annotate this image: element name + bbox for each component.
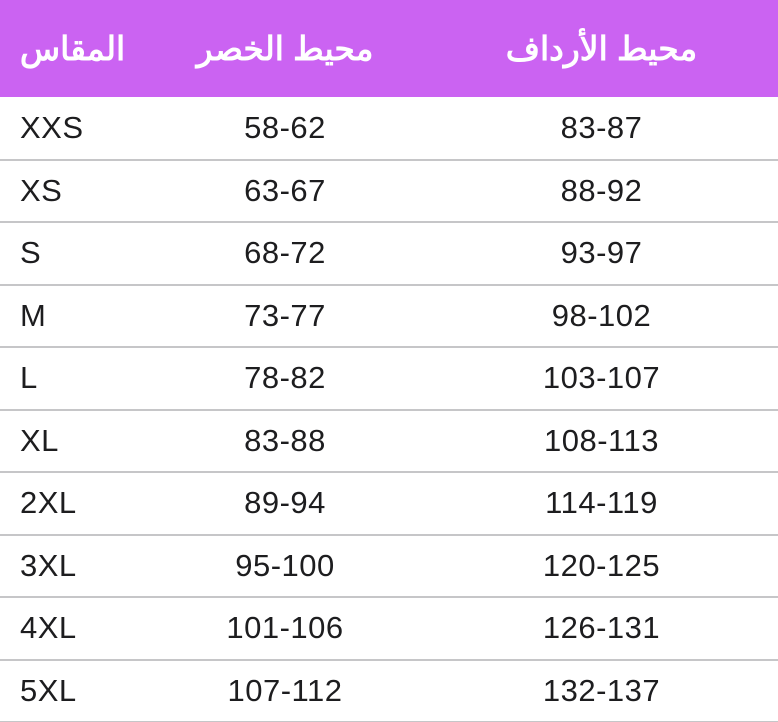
waist-cell: 63-67: [145, 158, 425, 222]
table-row: M 73-77 98-102: [0, 283, 778, 347]
table-row: 4XL 101-106 126-131: [0, 596, 778, 660]
waist-cell: 78-82: [145, 346, 425, 410]
column-header-size: المقاس: [0, 0, 145, 97]
size-cell: S: [0, 221, 145, 285]
hips-cell: 83-87: [560, 109, 643, 145]
waist-cell: 107-112: [145, 658, 425, 722]
size-cell: 3XL: [0, 533, 145, 597]
size-cell: XS: [0, 158, 145, 222]
column-header-waist: محيط الخصر: [145, 0, 425, 97]
waist-cell: 68-72: [145, 221, 425, 285]
hips-cell: 98-102: [425, 283, 778, 347]
table-header-row: المقاس محيط الخصر محيط الأرداف: [0, 0, 778, 97]
table-row: 2XL 89-94 114-119: [0, 471, 778, 535]
table-row: XL 83-88 108-113: [0, 408, 778, 472]
table-row: 5XL 107-112 132-137: [0, 658, 778, 722]
waist-cell: 101-106: [145, 596, 425, 660]
size-cell: XXS: [20, 109, 84, 145]
table-row: S 68-72 93-97: [0, 221, 778, 285]
waist-cell: 83-88: [145, 408, 425, 472]
hips-cell: 114-119: [425, 471, 778, 535]
table-row: 3XL 95-100 120-125: [0, 533, 778, 597]
table-row: L 78-82 103-107: [0, 346, 778, 410]
size-cell: 2XL: [0, 471, 145, 535]
column-header-hips: محيط الأرداف: [425, 0, 778, 97]
size-cell: 5XL: [0, 658, 145, 722]
hips-cell: 103-107: [425, 346, 778, 410]
hips-cell: 132-137: [425, 658, 778, 722]
hips-cell: 93-97: [425, 221, 778, 285]
waist-cell: 73-77: [145, 283, 425, 347]
hips-cell: 88-92: [425, 158, 778, 222]
size-cell: 4XL: [0, 596, 145, 660]
hips-cell: 126-131: [425, 596, 778, 660]
table-row: XXS 58-62 83-87: [0, 97, 778, 160]
size-cell: L: [0, 346, 145, 410]
waist-cell: 95-100: [145, 533, 425, 597]
waist-cell: 89-94: [145, 471, 425, 535]
size-cell: XL: [0, 408, 145, 472]
size-cell: M: [0, 283, 145, 347]
table-row: XS 63-67 88-92: [0, 158, 778, 222]
hips-cell: 108-113: [425, 408, 778, 472]
waist-cell: 58-62: [244, 109, 326, 145]
hips-cell: 120-125: [425, 533, 778, 597]
